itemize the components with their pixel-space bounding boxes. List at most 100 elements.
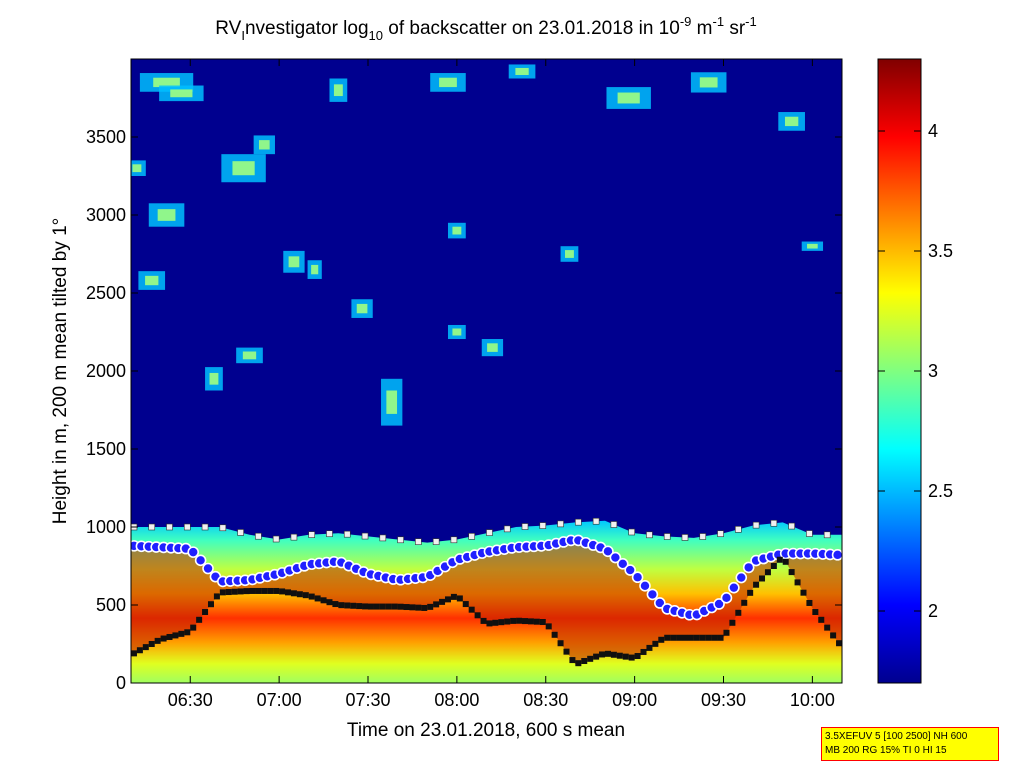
layer-square-96 (699, 634, 706, 641)
layer-circle-67 (624, 564, 636, 576)
chart-title: RVInvestigator log10 of backscatter on 2… (215, 14, 756, 43)
layer-square-12 (202, 609, 209, 616)
layer-square-9 (184, 629, 191, 636)
layer-square-68 (533, 618, 540, 625)
cloud-core-20 (209, 372, 219, 385)
layer-circle-81 (728, 581, 740, 594)
layer-square-97 (705, 634, 712, 641)
layer-square-19 (243, 588, 250, 595)
top-square-2 (166, 523, 173, 531)
layer-square-35 (338, 602, 345, 609)
layer-square-39 (362, 603, 369, 610)
layer-square-70 (545, 623, 552, 630)
layer-square-32 (320, 597, 327, 604)
layer-square-4 (154, 637, 161, 644)
top-square-27 (610, 521, 618, 528)
layer-square-56 (462, 601, 469, 608)
layer-square-93 (681, 634, 688, 641)
layer-square-83 (622, 653, 629, 660)
layer-square-10 (190, 624, 197, 631)
top-square-35 (752, 521, 760, 529)
top-square-30 (663, 533, 671, 540)
top-square-26 (592, 517, 600, 525)
cloud-core-8 (311, 264, 319, 275)
y-tick-label-6: 3000 (86, 205, 126, 225)
layer-square-110 (782, 558, 789, 565)
cloud-core-22 (565, 250, 574, 258)
layer-square-17 (231, 588, 238, 595)
top-square-7 (255, 532, 262, 540)
layer-circle-69 (639, 580, 651, 592)
layer-square-67 (527, 618, 534, 625)
top-square-34 (735, 526, 742, 533)
y-tick-label-2: 1000 (86, 517, 126, 537)
top-square-15 (397, 536, 404, 544)
layer-square-100 (723, 629, 730, 636)
cloud-core-9 (333, 84, 343, 97)
aerosol-layer-area (131, 539, 842, 665)
layer-square-112 (794, 579, 801, 586)
layer-circle-64 (602, 545, 614, 558)
layer-square-60 (486, 620, 493, 627)
top-square-12 (343, 530, 351, 538)
layer-square-37 (350, 602, 357, 609)
cloud-core-14 (452, 226, 462, 235)
y-tick-label-4: 2000 (86, 361, 126, 381)
layer-square-103 (741, 599, 748, 606)
layer-square-15 (219, 589, 226, 596)
x-tick-label-4: 08:30 (523, 690, 568, 710)
cb-tick-label-4: 4 (928, 121, 938, 141)
top-square-8 (272, 535, 280, 543)
layer-square-28 (296, 591, 303, 598)
cb-tick-label-3: 3.5 (928, 241, 953, 261)
layer-square-66 (522, 618, 529, 625)
layer-square-54 (450, 593, 457, 600)
layer-square-20 (249, 587, 256, 594)
layer-square-76 (581, 658, 588, 665)
layer-square-26 (285, 589, 292, 596)
info-line-1: 3.5XEFUV 5 [100 2500] NH 600 (825, 731, 968, 742)
layer-square-36 (344, 602, 351, 609)
info-line-2: MB 200 RG 15% TI 0 HI 15 (825, 745, 947, 756)
cb-tick-label-0: 2 (928, 601, 938, 621)
y-tick-label-3: 1500 (86, 439, 126, 459)
layer-square-6 (166, 633, 173, 640)
layer-square-75 (575, 660, 582, 667)
colorbar-gradient (878, 59, 921, 683)
layer-square-11 (196, 616, 203, 623)
layer-square-8 (178, 630, 185, 637)
layer-square-31 (314, 595, 321, 602)
colorbar-ticks: 2 2.5 3 3.5 4 (878, 121, 953, 621)
layer-square-99 (717, 634, 724, 641)
cloud-patches (131, 64, 824, 426)
cloud-core-1 (170, 89, 193, 98)
layer-circle-8 (187, 546, 200, 558)
layer-square-84 (628, 654, 635, 661)
layer-square-14 (213, 593, 220, 600)
top-square-32 (699, 533, 707, 540)
x-tick-label-7: 10:00 (790, 690, 835, 710)
layer-square-79 (599, 651, 606, 658)
layer-square-69 (539, 619, 546, 626)
cloud-core-10 (356, 303, 368, 314)
layer-square-117 (824, 624, 831, 631)
x-tick-label-5: 09:00 (612, 690, 657, 710)
cloud-core-18 (784, 116, 799, 127)
y-axis: 0 500 1000 1500 2000 2500 3000 3500 (86, 127, 842, 693)
top-square-13 (361, 532, 369, 540)
top-square-14 (379, 534, 387, 542)
info-box: 3.5XEFUV 5 [100 2500] NH 600 MB 200 RG 1… (821, 727, 999, 761)
top-square-33 (717, 530, 724, 538)
layer-square-47 (409, 604, 416, 611)
layer-square-23 (267, 587, 274, 594)
layer-square-25 (279, 588, 286, 595)
top-square-21 (503, 525, 511, 533)
top-square-3 (183, 523, 191, 531)
layer-square-42 (379, 603, 386, 610)
cloud-core-21 (487, 343, 498, 352)
layer-square-30 (308, 593, 315, 600)
cloud-core-0 (153, 77, 180, 88)
heatmap-plot: 06:30 07:00 07:30 08:00 08:30 09:00 09:30 10:00… (86, 58, 843, 710)
layer-square-1 (136, 647, 143, 654)
